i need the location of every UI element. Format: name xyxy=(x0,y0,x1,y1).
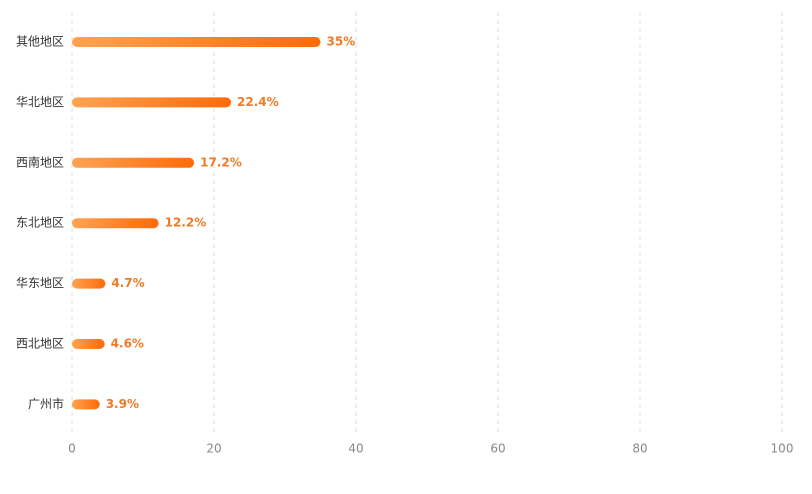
value-label: 4.7% xyxy=(111,276,144,290)
bar xyxy=(72,37,321,47)
x-tick-label: 80 xyxy=(632,442,647,456)
value-label: 12.2% xyxy=(165,216,207,230)
x-tick-label: 20 xyxy=(206,442,221,456)
value-label: 35% xyxy=(327,35,356,49)
bar xyxy=(72,157,195,168)
x-tick-label: 40 xyxy=(348,442,363,456)
x-tick-label: 60 xyxy=(490,442,505,456)
bar xyxy=(72,339,105,349)
value-label: 3.9% xyxy=(106,397,139,411)
bar xyxy=(72,399,100,410)
value-label: 17.2% xyxy=(200,155,242,169)
category-label: 其他地区 xyxy=(16,35,64,49)
category-label: 西南地区 xyxy=(16,154,64,169)
category-label: 广州市 xyxy=(28,396,64,411)
category-label: 华东地区 xyxy=(16,276,64,290)
x-tick-label: 100 xyxy=(771,442,794,456)
category-label: 东北地区 xyxy=(16,216,64,230)
category-label: 华北地区 xyxy=(16,95,64,109)
bar xyxy=(72,97,232,108)
bar xyxy=(72,278,106,289)
category-label: 西北地区 xyxy=(16,337,64,351)
value-label: 22.4% xyxy=(237,95,279,109)
value-label: 4.6% xyxy=(111,337,144,351)
x-tick-label: 0 xyxy=(68,442,76,456)
bar xyxy=(72,218,159,229)
